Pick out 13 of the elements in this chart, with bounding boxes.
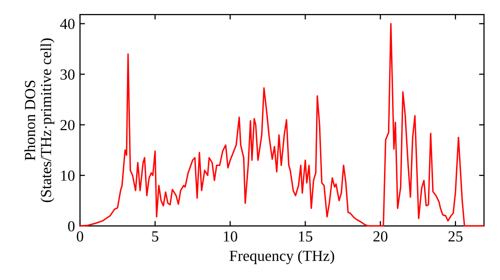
- x-tick-label: 20: [373, 231, 388, 242]
- x-axis-title: Frequency (THz): [230, 250, 334, 264]
- y-tick-label: 30: [60, 69, 75, 80]
- y-tick-label: 20: [60, 120, 75, 130]
- y-tick-label: 0: [68, 221, 75, 232]
- y-tick-label: 40: [60, 18, 75, 30]
- y-tick-label: 10: [61, 170, 75, 181]
- x-tick-label: 10: [224, 231, 238, 242]
- x-tick-label: 25: [448, 231, 463, 242]
- y-axis-title: Phonon DOS (States/THz·primitive cell): [24, 38, 54, 202]
- x-tick-label: 5: [152, 231, 158, 242]
- x-tick-label: 15: [298, 231, 312, 242]
- x-tick-label: 0: [76, 231, 84, 242]
